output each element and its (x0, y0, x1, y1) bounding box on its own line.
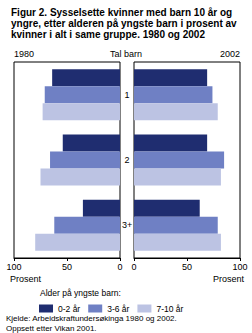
svg-text:Tal barn: Tal barn (110, 49, 142, 59)
svg-text:1: 1 (124, 90, 129, 100)
svg-text:100: 100 (6, 262, 21, 272)
svg-text:100: 100 (232, 262, 247, 272)
svg-text:Kjelde: Arbeidskraftundersøkin: Kjelde: Arbeidskraftundersøkinga 1980 og… (6, 314, 177, 323)
svg-text:3+: 3+ (122, 220, 132, 230)
svg-text:50: 50 (182, 262, 192, 272)
svg-text:0: 0 (117, 262, 122, 272)
svg-text:3-6 år: 3-6 år (107, 304, 129, 314)
svg-text:0: 0 (131, 262, 136, 272)
svg-text:2002: 2002 (220, 49, 240, 59)
svg-text:Oppsett etter Vikan 2001.: Oppsett etter Vikan 2001. (6, 324, 97, 333)
svg-text:0-2 år: 0-2 år (58, 304, 80, 314)
svg-text:1980: 1980 (14, 49, 34, 59)
svg-text:Prosent: Prosent (213, 274, 245, 284)
svg-text:7-10 år: 7-10 år (156, 304, 183, 314)
svg-text:Alder på yngste barn:: Alder på yngste barn: (40, 288, 121, 298)
svg-text:yngre, etter alderen på yngste: yngre, etter alderen på yngste barn i pr… (11, 18, 239, 29)
svg-text:kvinner i alt i same gruppe. 1: kvinner i alt i same gruppe. 1980 og 200… (11, 29, 205, 40)
svg-text:Prosent: Prosent (10, 274, 42, 284)
svg-text:50: 50 (62, 262, 72, 272)
svg-text:2: 2 (124, 155, 129, 165)
svg-text:Figur 2. Sysselsette kvinner m: Figur 2. Sysselsette kvinner med barn 10… (11, 7, 235, 18)
